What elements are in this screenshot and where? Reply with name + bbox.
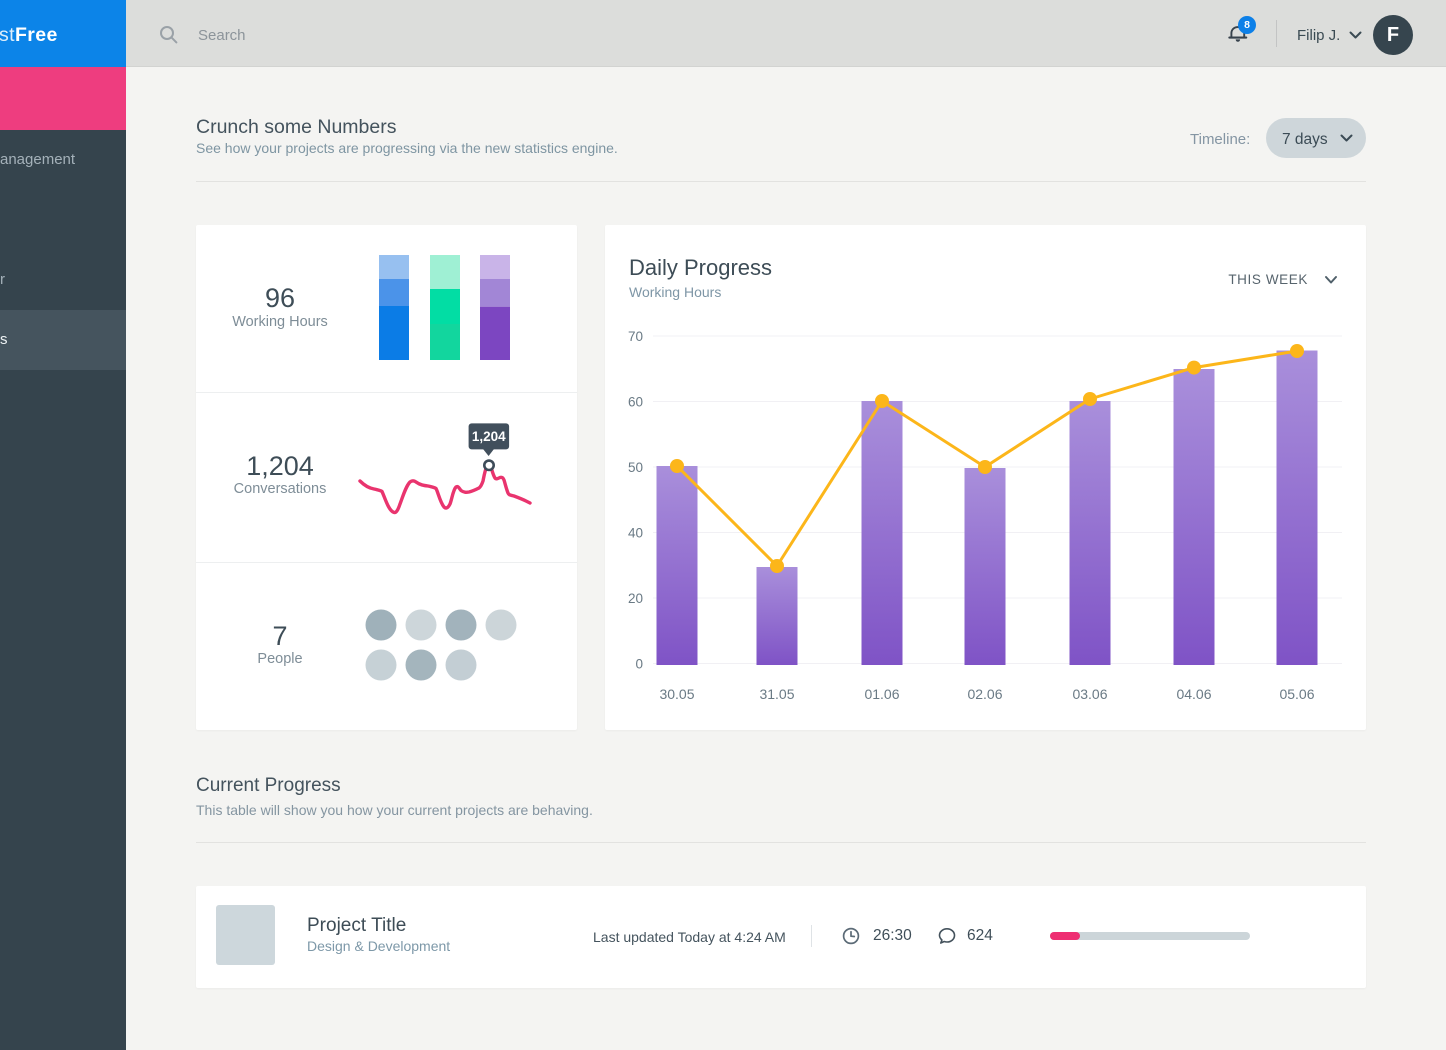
svg-text:31.05: 31.05 (759, 686, 794, 702)
svg-text:04.06: 04.06 (1176, 686, 1211, 702)
svg-text:60: 60 (628, 395, 643, 410)
svg-text:70: 70 (628, 329, 643, 344)
svg-text:02.06: 02.06 (967, 686, 1002, 702)
svg-text:0: 0 (635, 657, 643, 672)
svg-text:03.06: 03.06 (1072, 686, 1107, 702)
svg-text:20: 20 (628, 591, 643, 606)
svg-text:1,204: 1,204 (472, 429, 506, 444)
svg-text:50: 50 (628, 460, 643, 475)
svg-text:05.06: 05.06 (1279, 686, 1314, 702)
svg-text:40: 40 (628, 526, 643, 541)
svg-text:30.05: 30.05 (659, 686, 694, 702)
svg-text:01.06: 01.06 (864, 686, 899, 702)
